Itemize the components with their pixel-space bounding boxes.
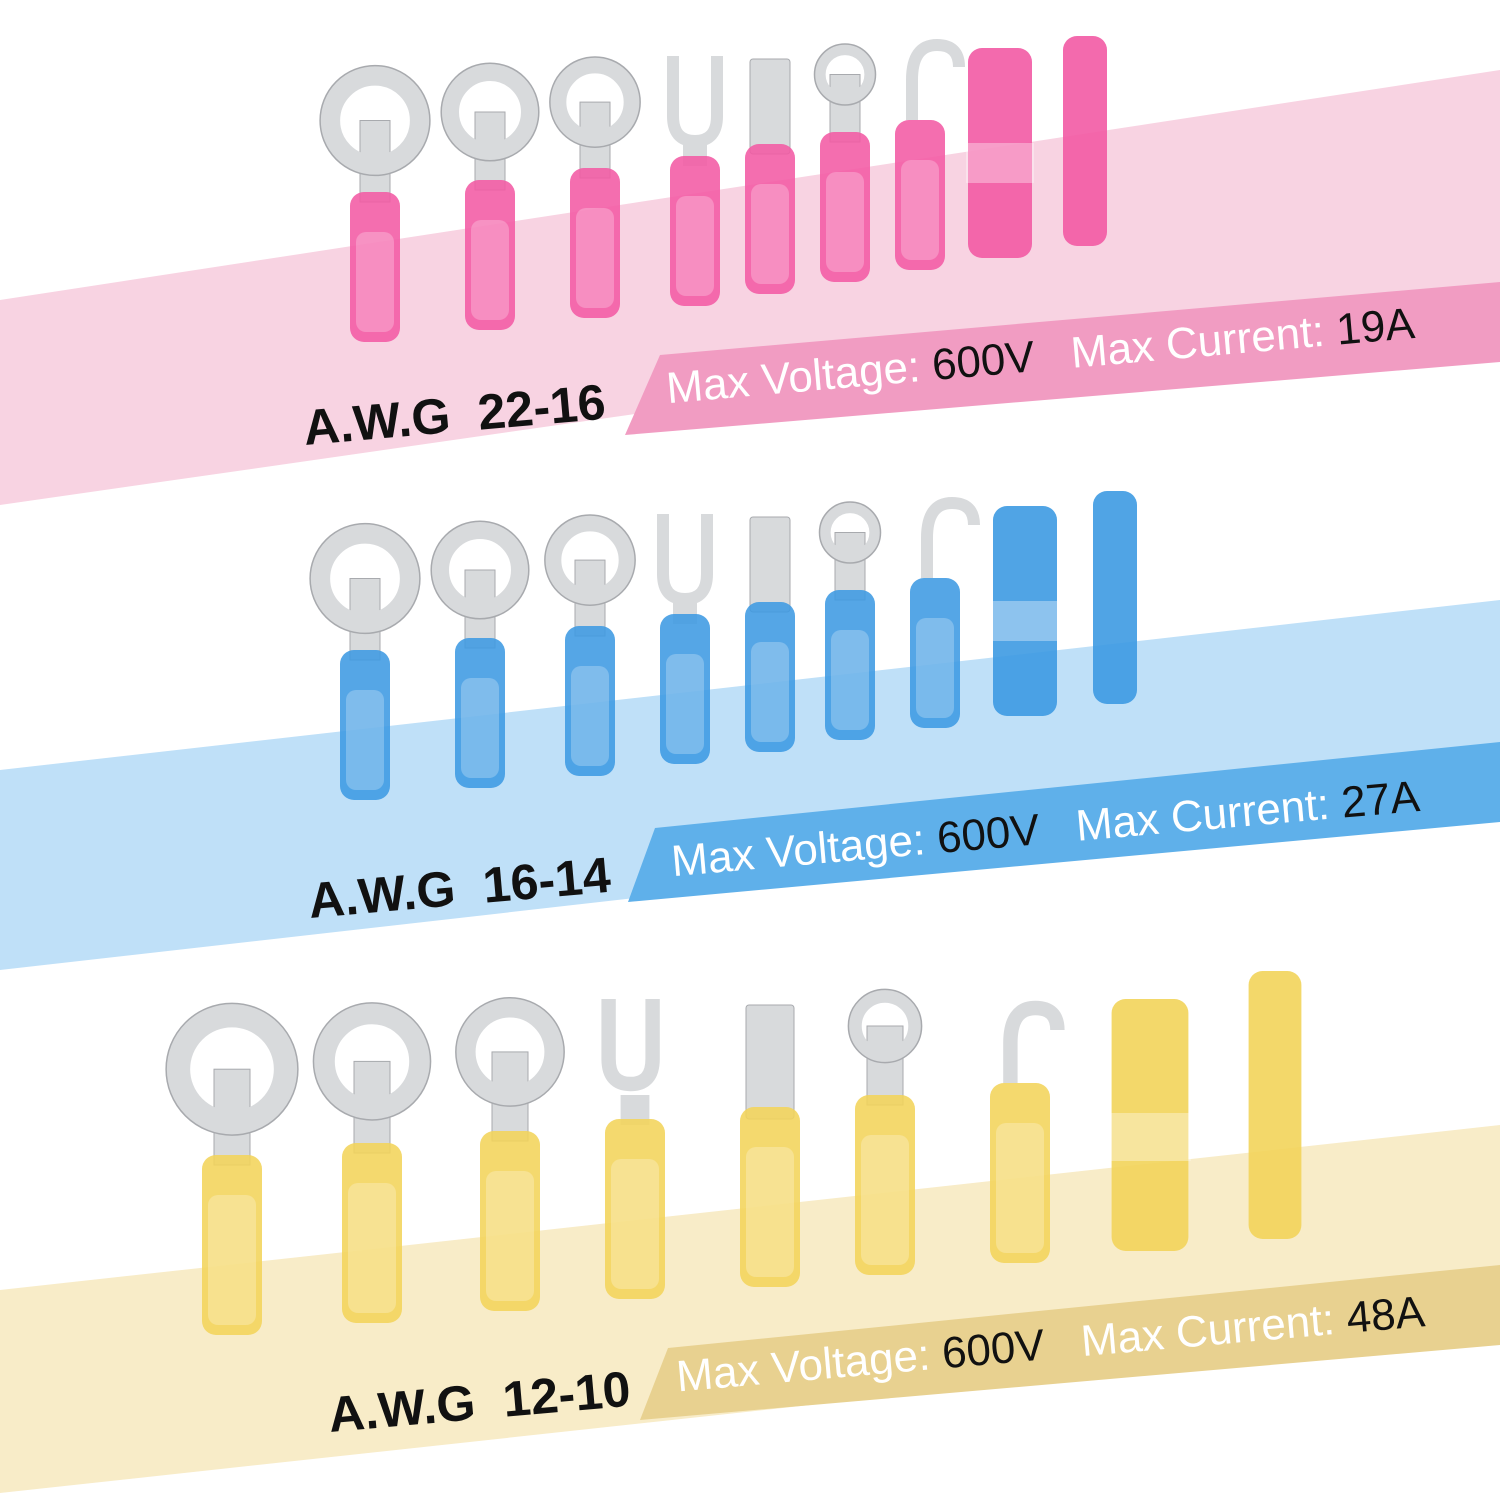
spade [749, 516, 791, 613]
value: 48A [1344, 1287, 1427, 1343]
tongue [866, 1025, 904, 1106]
highlight [486, 1171, 534, 1301]
strip [628, 742, 1500, 902]
tongue [834, 532, 866, 601]
ring-edge [455, 997, 565, 1107]
highlight [826, 172, 864, 272]
spade [745, 1004, 795, 1120]
ring-edge [319, 64, 431, 177]
ring [441, 63, 539, 161]
highlight [831, 630, 869, 730]
sleeve [1093, 491, 1137, 704]
waist [966, 143, 1034, 183]
ring-edge [549, 56, 641, 148]
ring [165, 1003, 299, 1136]
waist [991, 601, 1059, 641]
highlight [348, 1183, 396, 1313]
ring [549, 56, 641, 148]
highlight [751, 184, 789, 284]
ring [819, 501, 881, 564]
hook [1003, 1000, 1065, 1083]
highlight [676, 196, 714, 296]
sleeve [745, 602, 795, 752]
ring [431, 521, 529, 619]
ring [309, 523, 421, 634]
ring-edge [813, 43, 877, 106]
value: 27A [1339, 772, 1422, 828]
sleeve [740, 1107, 800, 1287]
highlight [576, 208, 614, 308]
value: 600V [930, 332, 1037, 390]
highlight [746, 1147, 794, 1277]
ring [313, 1002, 431, 1121]
strip [625, 282, 1500, 435]
sleeve [465, 180, 515, 330]
highlight [666, 654, 704, 754]
sleeve [342, 1143, 402, 1323]
sleeve [455, 638, 505, 788]
sleeve [895, 120, 945, 270]
sleeve [660, 614, 710, 764]
sleeve [825, 590, 875, 740]
ring [544, 514, 636, 606]
sleeve [820, 132, 870, 282]
sleeve [1111, 999, 1189, 1251]
strip [640, 1265, 1500, 1420]
highlight [208, 1195, 256, 1325]
sleeve [745, 144, 795, 294]
ring [814, 43, 876, 106]
sleeve [993, 506, 1057, 716]
highlight [996, 1123, 1044, 1253]
fork [657, 514, 713, 606]
highlight [901, 160, 939, 260]
sleeve [910, 578, 960, 728]
highlight [611, 1159, 659, 1289]
highlight [346, 690, 384, 790]
highlight [471, 220, 509, 320]
fork [601, 999, 660, 1092]
sleeve [202, 1155, 262, 1335]
value: 19A [1334, 299, 1417, 355]
sleeve [480, 1131, 540, 1311]
ring-edge [312, 1002, 432, 1121]
spade [749, 58, 791, 155]
connectors [165, 36, 1302, 1335]
highlight [571, 666, 609, 766]
hook [921, 496, 980, 578]
ring [848, 989, 922, 1063]
ring-edge [165, 1002, 299, 1136]
sleeve [340, 650, 390, 800]
hook [906, 38, 965, 120]
sleeve [1248, 971, 1302, 1239]
sleeve [990, 1083, 1050, 1263]
ring-edge [818, 501, 882, 564]
highlight [356, 232, 394, 332]
ring-edge [544, 514, 636, 606]
value: 600V [940, 1320, 1047, 1378]
ring [319, 65, 431, 176]
tongue [829, 74, 861, 143]
sleeve [350, 192, 400, 342]
highlight [751, 642, 789, 742]
waist [1109, 1113, 1191, 1161]
sleeve [1063, 36, 1107, 246]
ring [455, 997, 565, 1107]
sleeve [855, 1095, 915, 1275]
highlight [916, 618, 954, 718]
sleeve [565, 626, 615, 776]
sleeve [968, 48, 1032, 258]
highlight [461, 678, 499, 778]
ring-edge [847, 988, 923, 1064]
sleeve [670, 156, 720, 306]
sleeve [605, 1119, 665, 1299]
ring-edge [309, 522, 421, 635]
ring-edge [440, 62, 540, 162]
value: 600V [935, 805, 1042, 863]
sleeve [570, 168, 620, 318]
fork [667, 56, 723, 148]
highlight [861, 1135, 909, 1265]
ring-edge [430, 520, 530, 620]
